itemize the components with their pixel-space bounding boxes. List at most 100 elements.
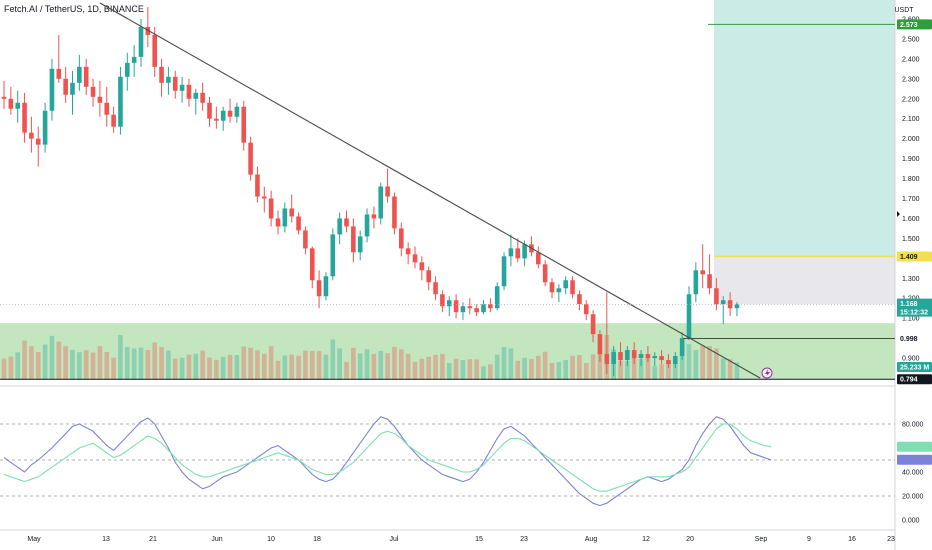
candle[interactable] [70,70,75,115]
candle[interactable] [652,352,658,367]
candle[interactable] [405,242,411,265]
candle[interactable] [289,194,294,223]
candle[interactable] [597,330,603,363]
candle[interactable] [63,66,68,103]
candle[interactable] [419,256,425,281]
candle[interactable] [474,304,479,317]
candle[interactable] [488,298,493,313]
candle[interactable] [686,286,692,341]
candles-layer[interactable] [1,7,740,377]
candle[interactable] [446,296,452,317]
candle[interactable] [152,26,157,77]
candle[interactable] [83,58,89,95]
candle[interactable] [399,222,404,257]
candle[interactable] [659,350,664,365]
candle[interactable] [357,230,363,261]
candle[interactable] [145,7,151,47]
candle[interactable] [611,346,616,377]
candle[interactable] [364,208,370,243]
candle[interactable] [440,290,445,313]
candle[interactable] [22,92,27,143]
candle[interactable] [35,126,41,167]
candle[interactable] [392,192,397,235]
candle[interactable] [433,276,438,301]
candle[interactable] [1,80,7,109]
candle[interactable] [727,292,733,317]
candle[interactable] [172,70,178,99]
candle[interactable] [693,262,699,303]
candle[interactable] [282,202,288,233]
candle[interactable] [556,284,562,303]
candle[interactable] [248,136,253,181]
candle[interactable] [707,254,712,295]
candle[interactable] [49,58,55,121]
candle[interactable] [234,102,240,123]
candle[interactable] [200,82,205,111]
candle[interactable] [323,272,329,301]
candle[interactable] [179,76,185,103]
candle[interactable] [262,186,267,213]
candle[interactable] [275,210,281,235]
candle[interactable] [453,294,459,319]
candle[interactable] [330,228,336,281]
candle[interactable] [666,354,671,369]
candle[interactable] [508,234,514,267]
candle[interactable] [590,310,596,343]
candle[interactable] [467,298,473,315]
candle[interactable] [186,78,192,107]
candle[interactable] [104,86,110,127]
candle[interactable] [618,342,623,367]
candle[interactable] [604,292,610,375]
candle[interactable] [734,302,740,317]
candle[interactable] [529,236,534,257]
candle[interactable] [481,300,486,315]
candle[interactable] [193,88,199,115]
candle[interactable] [337,212,342,245]
candle[interactable] [501,252,507,291]
candle[interactable] [720,296,726,325]
candle[interactable] [679,332,685,361]
candle[interactable] [296,212,301,235]
candle[interactable] [207,96,212,127]
candle[interactable] [15,90,20,123]
candle[interactable] [29,116,34,153]
candle[interactable] [549,278,555,299]
candle[interactable] [214,106,219,129]
candle[interactable] [159,58,164,97]
candle[interactable] [241,100,247,151]
candle[interactable] [645,346,651,363]
rsi-line[interactable] [3,416,772,507]
candle[interactable] [638,350,644,367]
candle[interactable] [385,168,390,203]
candle[interactable] [97,80,103,117]
candle[interactable] [536,246,541,269]
candle[interactable] [371,206,377,229]
candle[interactable] [166,66,171,95]
candle[interactable] [673,352,678,369]
candle[interactable] [118,66,123,135]
candle[interactable] [577,290,582,311]
candle[interactable] [542,260,548,287]
candle[interactable] [90,78,96,107]
candle[interactable] [111,106,116,133]
candle[interactable] [426,266,431,291]
candle[interactable] [227,98,233,123]
rsi-ma-line[interactable] [3,423,772,492]
candle[interactable] [460,302,466,321]
candle[interactable] [309,246,315,289]
candle[interactable] [570,276,575,299]
candle[interactable] [303,226,308,255]
candle[interactable] [625,346,630,367]
candle[interactable] [131,44,137,77]
candle[interactable] [220,106,226,131]
candle[interactable] [42,102,48,153]
candle[interactable] [494,282,500,311]
candle[interactable] [8,86,14,115]
candle[interactable] [714,278,719,311]
candle[interactable] [583,300,589,321]
candle[interactable] [700,244,705,289]
candle[interactable] [138,18,144,67]
candle[interactable] [515,238,521,263]
candle[interactable] [631,342,637,365]
